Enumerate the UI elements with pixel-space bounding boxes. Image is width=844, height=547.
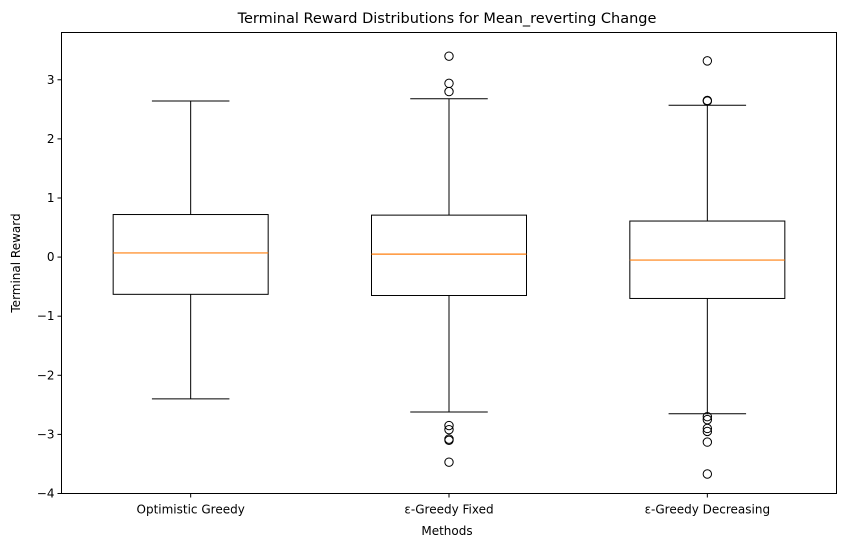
- y-tick-label: 3: [47, 73, 55, 87]
- outlier-point: [702, 95, 713, 106]
- box-1: [371, 51, 527, 467]
- y-axis-label: Terminal Reward: [9, 213, 23, 313]
- y-axis: −4 −3 −2 −1 0 1 2 3: [37, 73, 62, 501]
- chart-title: Terminal Reward Distributions for Mean_r…: [237, 11, 657, 27]
- box-2: [629, 56, 786, 479]
- outlier-point: [702, 411, 713, 422]
- outlier-point: [444, 424, 454, 435]
- x-tick-label: ε-Greedy Fixed: [404, 503, 493, 517]
- y-tick-label: −2: [37, 368, 55, 382]
- outlier-point: [444, 86, 454, 97]
- iqr-box: [112, 214, 269, 295]
- outlier-point: [702, 426, 713, 437]
- outlier-point: [444, 435, 454, 446]
- iqr-box: [371, 214, 527, 297]
- y-tick-label: −1: [37, 309, 55, 323]
- box-0: [112, 100, 269, 400]
- outlier-point: [444, 78, 454, 89]
- outlier-point: [702, 469, 713, 479]
- outlier-point: [444, 51, 454, 61]
- boxes-group: [112, 51, 786, 479]
- x-axis: Optimistic Greedy ε-Greedy Fixed ε-Greedy …: [137, 493, 771, 517]
- outlier-point: [702, 56, 713, 66]
- y-tick-label: −3: [37, 427, 55, 441]
- outlier-point: [702, 423, 713, 434]
- x-tick-label: Optimistic Greedy: [137, 503, 245, 517]
- y-tick-label: −4: [37, 487, 55, 501]
- outlier-point: [444, 420, 454, 431]
- x-tick-label: ε-Greedy Decreasing: [645, 503, 771, 517]
- y-tick-label: 1: [47, 191, 55, 205]
- y-tick-label: 2: [47, 132, 55, 146]
- x-axis-label: Methods: [421, 524, 472, 538]
- outlier-point: [702, 437, 713, 447]
- outlier-point: [444, 457, 454, 467]
- y-tick-label: 0: [47, 250, 55, 264]
